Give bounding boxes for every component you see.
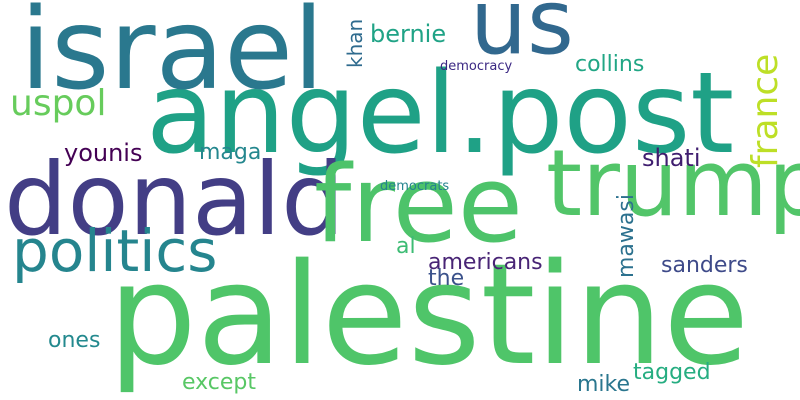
word-sanders: sanders: [661, 253, 748, 278]
word-bernie: bernie: [370, 20, 447, 48]
word-khan: khan: [343, 18, 367, 68]
word-free: free: [314, 143, 523, 266]
word-uspol: uspol: [10, 83, 107, 124]
word-democrats: democrats: [380, 179, 450, 194]
word-mike: mike: [577, 372, 631, 397]
word-trump: trump: [546, 130, 800, 237]
word-collins: collins: [575, 52, 645, 77]
word-politics: politics: [12, 217, 218, 285]
word-shati: shati: [642, 144, 701, 172]
word-tagged: tagged: [633, 360, 711, 385]
word-democracy: democracy: [440, 59, 513, 74]
word-except: except: [182, 370, 257, 395]
word-angel-post: angel.post: [146, 49, 735, 179]
word-younis: younis: [64, 139, 143, 167]
word-us: us: [470, 0, 574, 75]
word-france: france: [745, 53, 786, 168]
word-mawasi: mawasi: [614, 194, 639, 278]
word-the: the: [428, 266, 465, 291]
word-donald: donald: [4, 141, 345, 258]
word-israel: israel: [20, 0, 325, 115]
word-americans: americans: [428, 250, 543, 275]
word-palestine: palestine: [108, 234, 750, 397]
word-maga: maga: [199, 140, 262, 165]
word-ones: ones: [48, 328, 101, 353]
word-al: al: [396, 234, 416, 259]
